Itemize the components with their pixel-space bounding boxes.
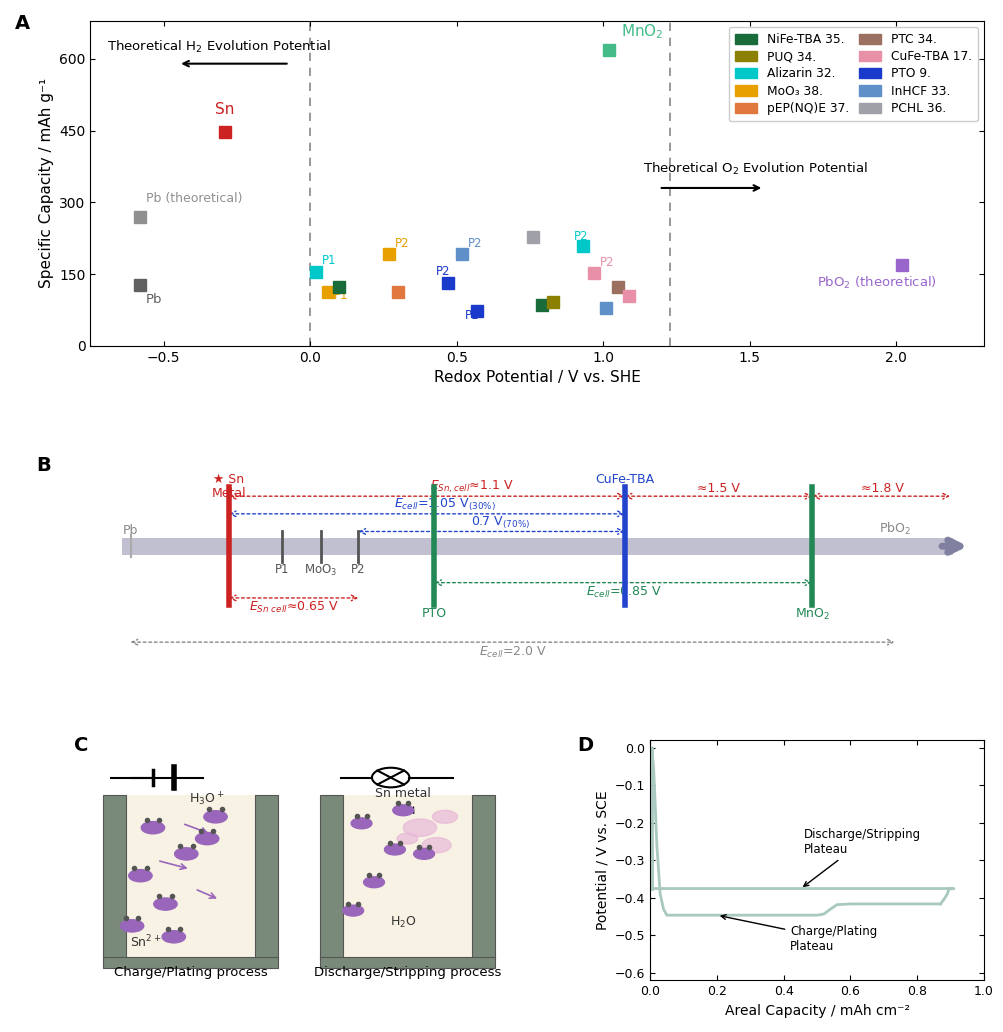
Text: P2: P2 [600, 256, 614, 269]
Text: P2: P2 [573, 229, 588, 243]
Text: Pb: Pb [122, 524, 138, 537]
Text: Sn$^{2+}$: Sn$^{2+}$ [129, 934, 161, 950]
Text: H$_2$O: H$_2$O [389, 915, 416, 930]
Circle shape [392, 805, 413, 815]
Text: Pb: Pb [145, 293, 162, 307]
Text: Discharge/Stripping process: Discharge/Stripping process [313, 966, 500, 979]
Circle shape [413, 848, 434, 860]
Text: C: C [73, 736, 88, 754]
Text: P1: P1 [465, 310, 479, 322]
Text: $E_{cell}$=0.85 V: $E_{cell}$=0.85 V [585, 585, 661, 600]
Circle shape [432, 810, 457, 824]
Circle shape [363, 877, 384, 888]
Legend: NiFe-TBA 35., PUQ 34., Alizarin 32., MoO₃ 38., pEP(NQ)E 37., PTC 34., CuFe-TBA 1: NiFe-TBA 35., PUQ 34., Alizarin 32., MoO… [728, 27, 977, 121]
FancyBboxPatch shape [471, 795, 494, 959]
Text: Theoretical O$_2$ Evolution Potential: Theoretical O$_2$ Evolution Potential [642, 161, 867, 176]
Text: MoO$_3$: MoO$_3$ [304, 563, 337, 578]
Text: P2: P2 [435, 265, 450, 279]
Text: $E_{Sn\ cell}$≈0.65 V: $E_{Sn\ cell}$≈0.65 V [249, 601, 338, 615]
Text: Charge/Plating process: Charge/Plating process [113, 966, 267, 979]
Text: P2: P2 [467, 236, 482, 250]
Text: MnO$_2$: MnO$_2$ [620, 22, 663, 40]
FancyBboxPatch shape [342, 795, 471, 959]
Circle shape [421, 838, 450, 852]
X-axis label: Areal Capacity / mAh cm⁻²: Areal Capacity / mAh cm⁻² [724, 1004, 909, 1018]
Text: $E_{cell}$=1.05 V$_{(30\%)}$: $E_{cell}$=1.05 V$_{(30\%)}$ [393, 496, 495, 513]
Text: A: A [14, 14, 29, 33]
Circle shape [342, 905, 363, 916]
FancyBboxPatch shape [121, 538, 952, 555]
Circle shape [403, 819, 436, 836]
Circle shape [351, 818, 371, 829]
Text: MnO$_2$: MnO$_2$ [794, 607, 829, 621]
Text: $E_{Sn,cell}$≈1.1 V: $E_{Sn,cell}$≈1.1 V [429, 479, 513, 495]
Text: ≈1.5 V: ≈1.5 V [696, 482, 739, 495]
FancyBboxPatch shape [102, 795, 125, 959]
Text: 0.7 V$_{(70\%)}$: 0.7 V$_{(70\%)}$ [470, 514, 530, 530]
Y-axis label: Potential / V vs. SCE: Potential / V vs. SCE [595, 791, 609, 930]
Circle shape [161, 931, 186, 943]
Y-axis label: Specific Capacity / mAh g⁻¹: Specific Capacity / mAh g⁻¹ [38, 78, 53, 288]
Text: PbO$_2$ (theoretical): PbO$_2$ (theoretical) [816, 275, 936, 291]
Text: Sn: Sn [216, 102, 235, 118]
Text: PbO$_2$: PbO$_2$ [878, 521, 910, 537]
Text: B: B [37, 456, 51, 476]
Text: P1: P1 [333, 289, 348, 302]
Text: Discharge/Stripping
Plateau: Discharge/Stripping Plateau [803, 828, 920, 886]
Text: $E_{cell}$=2.0 V: $E_{cell}$=2.0 V [478, 644, 546, 659]
X-axis label: Redox Potential / V vs. SHE: Redox Potential / V vs. SHE [433, 370, 640, 385]
Text: P1: P1 [275, 563, 290, 576]
Circle shape [204, 811, 227, 823]
Text: P2: P2 [394, 236, 409, 250]
Text: P2: P2 [351, 563, 365, 576]
FancyBboxPatch shape [255, 795, 278, 959]
Text: PTO: PTO [421, 607, 446, 619]
Text: Sn metal: Sn metal [375, 787, 430, 800]
Circle shape [396, 833, 417, 844]
Circle shape [141, 821, 164, 834]
FancyBboxPatch shape [102, 958, 278, 968]
Text: D: D [576, 736, 593, 754]
Text: Pb (theoretical): Pb (theoretical) [145, 192, 243, 204]
Text: H$_3$O$^+$: H$_3$O$^+$ [190, 791, 225, 808]
Circle shape [175, 847, 198, 860]
Circle shape [384, 844, 405, 854]
Circle shape [153, 898, 177, 910]
Text: P1: P1 [322, 255, 336, 267]
Text: Metal: Metal [212, 487, 246, 499]
FancyBboxPatch shape [320, 795, 342, 959]
FancyBboxPatch shape [125, 795, 255, 959]
Text: CuFe-TBA: CuFe-TBA [595, 473, 654, 486]
Text: ★ Sn: ★ Sn [213, 473, 244, 486]
Text: Theoretical H$_2$ Evolution Potential: Theoretical H$_2$ Evolution Potential [107, 39, 331, 55]
Text: ≈1.8 V: ≈1.8 V [861, 482, 903, 495]
FancyBboxPatch shape [320, 958, 494, 968]
Circle shape [196, 833, 219, 845]
Circle shape [120, 920, 143, 932]
Text: Charge/Plating
Plateau: Charge/Plating Plateau [720, 914, 877, 954]
Circle shape [128, 870, 151, 881]
